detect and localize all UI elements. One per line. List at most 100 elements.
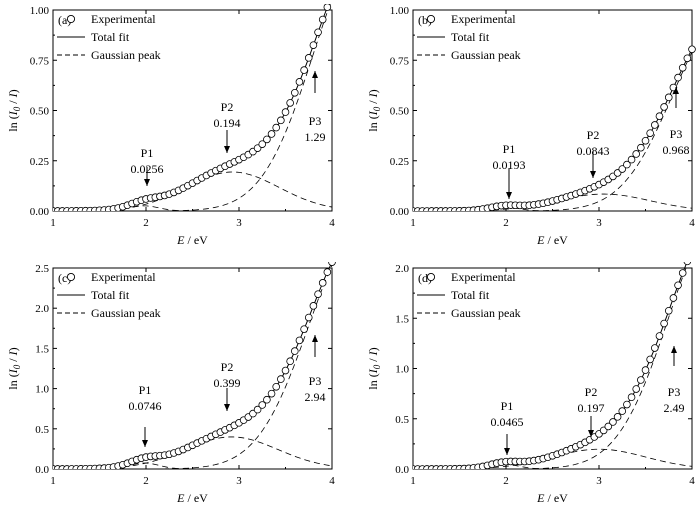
experimental-point xyxy=(683,54,692,63)
peak-arrow-head xyxy=(144,179,150,186)
y-tick-label: 1.00 xyxy=(390,5,410,17)
peak-value-p2: 0.197 xyxy=(578,401,605,415)
x-axis-title: E / eV xyxy=(536,233,568,247)
y-axis-title: ln (I0 / I) xyxy=(6,89,22,131)
experimental-point xyxy=(650,344,659,352)
experimental-point xyxy=(286,357,294,366)
y-tick-label: 0.25 xyxy=(390,156,410,168)
x-tick-label: 2 xyxy=(503,217,509,229)
y-tick-label: 0.75 xyxy=(30,55,50,67)
legend-experimental-marker xyxy=(66,272,76,282)
peak-arrow-head xyxy=(224,146,230,153)
experimental-point xyxy=(660,319,668,328)
y-tick-label: 0.50 xyxy=(30,106,50,118)
legend-experimental-marker xyxy=(66,14,76,24)
experimental-point xyxy=(281,366,290,375)
experimental-point xyxy=(664,93,673,102)
experimental-point xyxy=(646,129,654,137)
x-tick-label: 1 xyxy=(50,475,56,487)
y-tick-label: 0.0 xyxy=(35,464,49,476)
peak-label-p2: P2 xyxy=(585,385,598,399)
peak-arrow-head xyxy=(312,335,318,342)
gaussian-peak-p1 xyxy=(53,205,332,211)
y-tick-label: 1.0 xyxy=(35,384,49,396)
experimental-point xyxy=(627,393,636,402)
x-tick-label: 1 xyxy=(410,217,416,229)
experimental-point xyxy=(295,336,304,345)
y-tick-label: 0.5 xyxy=(35,424,49,436)
experimental-point xyxy=(309,41,318,49)
plot-area xyxy=(413,262,693,469)
x-tick-label: 3 xyxy=(596,217,602,229)
peak-label-p1: P1 xyxy=(141,146,154,160)
y-tick-label: 0.75 xyxy=(390,55,410,67)
peak-arrow-head xyxy=(142,440,148,447)
experimental-point xyxy=(632,385,640,393)
legend-experimental-label: Experimental xyxy=(451,270,516,284)
legend-total-fit-label: Total fit xyxy=(91,30,130,44)
experimental-point xyxy=(609,418,617,426)
experimental-point xyxy=(318,15,327,24)
legend-total-fit-label: Total fit xyxy=(451,30,490,44)
peak-label-p2: P2 xyxy=(221,100,234,114)
experimental-point xyxy=(660,103,668,111)
experimental-point xyxy=(328,262,336,266)
peak-value-p3: 0.968 xyxy=(663,143,690,157)
peak-arrow-head xyxy=(673,87,679,94)
peak-value-p1: 0.0465 xyxy=(491,415,524,429)
experimental-point xyxy=(323,4,332,11)
experimental-point xyxy=(258,140,267,148)
y-tick-label: 1.5 xyxy=(395,313,409,325)
y-tick-label: 2.0 xyxy=(395,263,409,275)
plot-area xyxy=(53,262,336,469)
y-tick-label: 2.0 xyxy=(35,303,49,315)
experimental-point xyxy=(632,150,640,158)
y-tick-label: 1.5 xyxy=(35,343,49,355)
experimental-point xyxy=(655,332,664,340)
peak-arrow-head xyxy=(671,346,677,353)
x-axis-title: E / eV xyxy=(176,491,208,504)
legend-total-fit-label: Total fit xyxy=(451,288,490,302)
gaussian-peak-p1 xyxy=(53,462,332,469)
experimental-point xyxy=(304,54,313,62)
experimental-point xyxy=(277,375,285,383)
gaussian-peak-p1 xyxy=(413,463,692,469)
experimental-point xyxy=(272,382,281,391)
gaussian-peak-p3 xyxy=(53,265,333,469)
experimental-point xyxy=(272,123,281,132)
peak-label-p1: P1 xyxy=(139,383,152,397)
x-tick-label: 2 xyxy=(143,475,149,487)
experimental-point xyxy=(277,116,285,125)
experimental-point xyxy=(309,302,318,310)
peak-value-p3: 2.49 xyxy=(664,401,685,415)
experimental-point xyxy=(641,366,650,374)
y-tick-label: 0.50 xyxy=(390,106,410,118)
peak-label-p2: P2 xyxy=(221,360,234,374)
experimental-point xyxy=(674,281,682,290)
x-tick-label: 3 xyxy=(596,475,602,487)
y-tick-label: 0.5 xyxy=(395,414,409,426)
peak-label-p3: P3 xyxy=(309,374,322,388)
experimental-point xyxy=(650,121,659,129)
experimental-point xyxy=(618,165,627,173)
experimental-point xyxy=(281,108,290,116)
experimental-point xyxy=(623,400,631,409)
legend-gaussian-label: Gaussian peak xyxy=(451,48,521,62)
legend-experimental-marker xyxy=(426,272,436,282)
y-axis-title: ln (I0 / I) xyxy=(366,89,382,131)
x-tick-label: 4 xyxy=(329,475,335,487)
peak-arrow-head xyxy=(588,430,594,437)
experimental-point xyxy=(664,306,673,315)
x-axis-title: E / eV xyxy=(536,491,568,504)
x-tick-label: 1 xyxy=(410,475,416,487)
x-tick-label: 1 xyxy=(50,217,56,229)
experimental-point xyxy=(318,279,327,287)
experimental-point xyxy=(290,88,299,97)
y-tick-label: 2.5 xyxy=(35,263,49,275)
experimental-point xyxy=(637,143,645,152)
peak-value-p1: 0.0746 xyxy=(129,399,162,413)
peak-arrow-head xyxy=(506,192,512,199)
experimental-point xyxy=(641,136,650,145)
experimental-point xyxy=(623,160,631,169)
